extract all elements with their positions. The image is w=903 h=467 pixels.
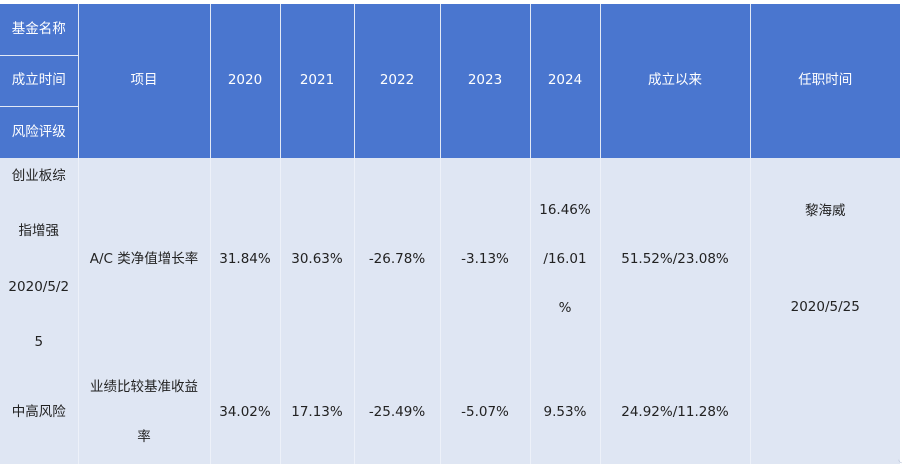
manager-name: 黎海威 (805, 202, 846, 219)
risk-level: 中高风险 (0, 361, 79, 464)
fund-performance-table: 基金名称 项目 2020 2021 2022 2023 2024 成立以来 任职… (0, 4, 900, 464)
table-row: 中高风险 业绩比较基准收益 率 34.02% 17.13% -25.49% -5… (0, 361, 900, 464)
header-item: 项目 (78, 4, 211, 158)
bench-2024: 9.53% (530, 361, 601, 464)
fund-name-cell: 创业板综 指增强 2020/5/2 5 (0, 158, 79, 361)
bench-2020: 34.02% (210, 361, 281, 464)
benchmark-label-line: 率 (137, 429, 151, 445)
header-year-2020: 2020 (210, 4, 281, 158)
header-tenure: 任职时间 (750, 4, 900, 158)
nav-since-inception: 51.52%/23.08% (600, 158, 751, 361)
header-year-2024: 2024 (530, 4, 601, 158)
nav-2020: 31.84% (210, 158, 281, 361)
table-row: 创业板综 指增强 2020/5/2 5 A/C 类净值增长率 31.84% 30… (0, 158, 900, 361)
corner-mark-icon: ◟ (898, 455, 903, 465)
empty-cell (750, 361, 900, 464)
header-year-2022: 2022 (354, 4, 441, 158)
row-label-nav-growth: A/C 类净值增长率 (78, 158, 211, 361)
manager-cell: 黎海威 2020/5/25 (750, 158, 900, 361)
row-label-benchmark: 业绩比较基准收益 率 (78, 361, 211, 464)
nav-2024: 16.46% /16.01 % (530, 158, 601, 361)
nav-2024-line: /16.01 (543, 250, 587, 267)
nav-2024-line: 16.46% (539, 201, 591, 218)
nav-2022: -26.78% (354, 158, 441, 361)
header-risk-rating: 风险评级 (0, 106, 79, 158)
fund-name-line: 创业板综 (11, 167, 66, 184)
nav-2021: 30.63% (280, 158, 355, 361)
header-year-2021: 2021 (280, 4, 355, 158)
benchmark-label-line: 业绩比较基准收益 (90, 378, 198, 395)
nav-2023: -3.13% (440, 158, 531, 361)
header-since-inception: 成立以来 (600, 4, 751, 158)
header-row: 基金名称 项目 2020 2021 2022 2023 2024 成立以来 任职… (0, 4, 900, 158)
tenure-date: 2020/5/25 (790, 299, 860, 315)
header-fund-name: 基金名称 (0, 4, 79, 56)
fund-name-line: 指增强 (18, 223, 60, 239)
header-inception-date: 成立时间 (0, 55, 79, 107)
fund-name-line: 5 (34, 334, 44, 350)
bench-2022: -25.49% (354, 361, 441, 464)
bench-2021: 17.13% (280, 361, 355, 464)
nav-2024-line: % (558, 300, 572, 316)
fund-name-line: 2020/5/2 (8, 278, 70, 295)
header-year-2023: 2023 (440, 4, 531, 158)
bench-2023: -5.07% (440, 361, 531, 464)
bench-since-inception: 24.92%/11.28% (600, 361, 751, 464)
